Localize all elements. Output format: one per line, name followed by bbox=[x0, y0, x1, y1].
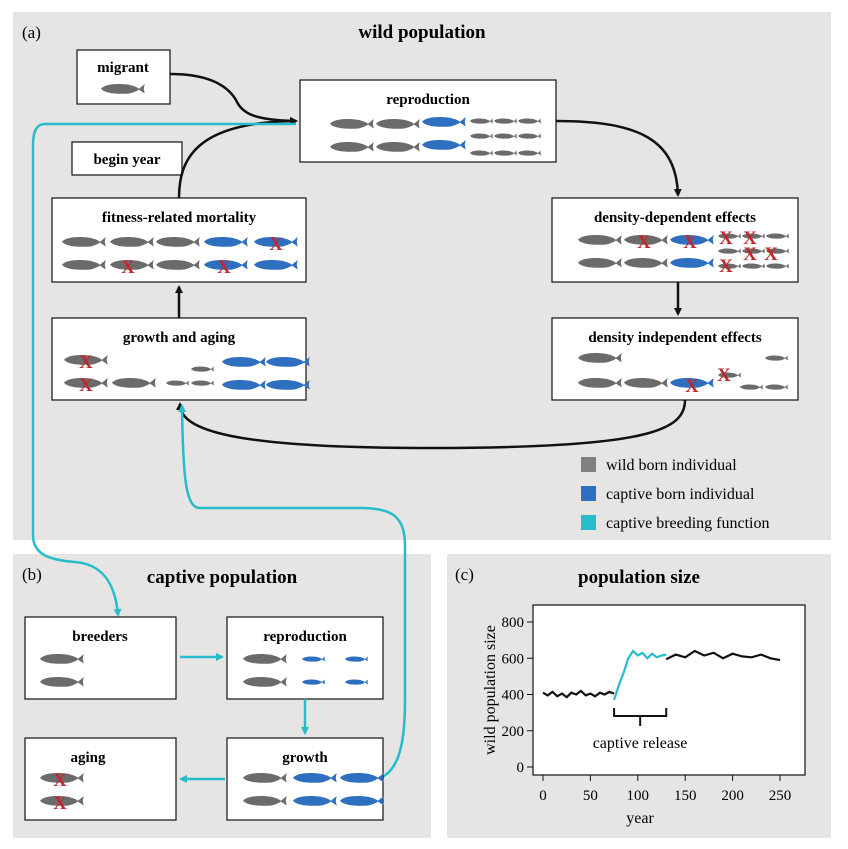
chart-ylabel: wild population size bbox=[482, 625, 499, 755]
begin-year-box: begin year bbox=[71, 141, 183, 176]
x-tick-label: 150 bbox=[674, 788, 697, 804]
mortality-x-icon: X bbox=[217, 257, 231, 278]
mortality-x-icon: X bbox=[764, 244, 778, 265]
mortality-x-icon: X bbox=[717, 365, 731, 386]
mortality-x-icon: X bbox=[637, 232, 651, 253]
begin-year-label: begin year bbox=[93, 152, 160, 168]
migrant-label: migrant bbox=[97, 60, 149, 76]
reproduction-label: reproduction bbox=[386, 92, 470, 108]
panel-a-label: (a) bbox=[22, 23, 41, 42]
panel-c-title: population size bbox=[578, 567, 700, 588]
migrant-box: migrant bbox=[76, 49, 171, 105]
captive-growth-label: growth bbox=[282, 750, 328, 766]
legend-captive-label: captive born individual bbox=[606, 486, 755, 503]
release-bracket bbox=[613, 708, 668, 726]
x-tick-label: 250 bbox=[769, 788, 792, 804]
density-independent-label: density independent effects bbox=[588, 330, 761, 346]
x-tick-label: 200 bbox=[721, 788, 744, 804]
reproduction-to-density-arrow bbox=[555, 119, 682, 197]
legend-wild-swatch bbox=[581, 457, 596, 472]
panel-c-label: (c) bbox=[455, 565, 474, 584]
x-tick-label: 50 bbox=[583, 788, 598, 804]
mortality-x-icon: X bbox=[719, 256, 733, 277]
mortality-x-icon: X bbox=[53, 793, 67, 814]
population-series-post-release bbox=[665, 649, 781, 662]
growth-aging-label: growth and aging bbox=[123, 330, 236, 346]
legend: wild born individual captive born indivi… bbox=[581, 457, 770, 532]
density-dependent-label: density-dependent effects bbox=[594, 210, 756, 226]
mortality-x-icon: X bbox=[743, 228, 757, 249]
fitness-mortality-label: fitness-related mortality bbox=[102, 210, 257, 226]
legend-wild-label: wild born individual bbox=[606, 457, 737, 474]
di-to-growth-arrow bbox=[176, 399, 687, 450]
chart-ticks: 0 50 100 150 200 250 0 200 400 600 800 bbox=[502, 615, 792, 804]
mortality-x-icon: X bbox=[685, 376, 699, 397]
panel-b-title: captive population bbox=[147, 567, 298, 588]
chart-plot-area bbox=[532, 604, 806, 776]
chart-series bbox=[542, 649, 781, 701]
legend-breeding-swatch bbox=[581, 515, 596, 530]
population-chart: 0 50 100 150 200 250 0 200 400 600 800 year wild p… bbox=[482, 604, 806, 827]
mortality-x-icon: X bbox=[121, 257, 135, 278]
captive-growth-to-wild-flow bbox=[178, 404, 407, 780]
legend-breeding-label: captive breeding function bbox=[606, 515, 770, 532]
mortality-x-icon: X bbox=[79, 352, 93, 373]
legend-captive-swatch bbox=[581, 486, 596, 501]
captive-aging-label: aging bbox=[70, 750, 106, 766]
mortality-x-icon: X bbox=[743, 244, 757, 265]
mortality-x-icon: X bbox=[719, 228, 733, 249]
mortality-x-icon: X bbox=[683, 232, 697, 253]
panel-b-label: (b) bbox=[22, 565, 42, 584]
breeders-label: breeders bbox=[72, 629, 128, 645]
migrant-to-reproduction-arrow bbox=[169, 72, 298, 125]
panel-a-title: wild population bbox=[358, 22, 486, 43]
y-tick-label: 600 bbox=[502, 651, 525, 667]
mortality-x-icon: X bbox=[269, 234, 283, 255]
chart-xlabel: year bbox=[626, 810, 654, 827]
y-tick-label: 800 bbox=[502, 615, 525, 631]
y-tick-label: 0 bbox=[517, 760, 525, 776]
y-tick-label: 400 bbox=[502, 688, 525, 704]
x-tick-label: 0 bbox=[539, 788, 547, 804]
mortality-x-icon: X bbox=[79, 375, 93, 396]
wild-to-breeders-flow bbox=[31, 122, 296, 617]
population-series-release bbox=[613, 649, 667, 701]
mortality-x-icon: X bbox=[53, 770, 67, 791]
x-tick-label: 100 bbox=[627, 788, 650, 804]
population-series-pre-release bbox=[542, 689, 615, 699]
captive-reproduction-label: reproduction bbox=[263, 629, 347, 645]
captive-release-annotation: captive release bbox=[593, 735, 688, 752]
y-tick-label: 200 bbox=[502, 724, 525, 740]
